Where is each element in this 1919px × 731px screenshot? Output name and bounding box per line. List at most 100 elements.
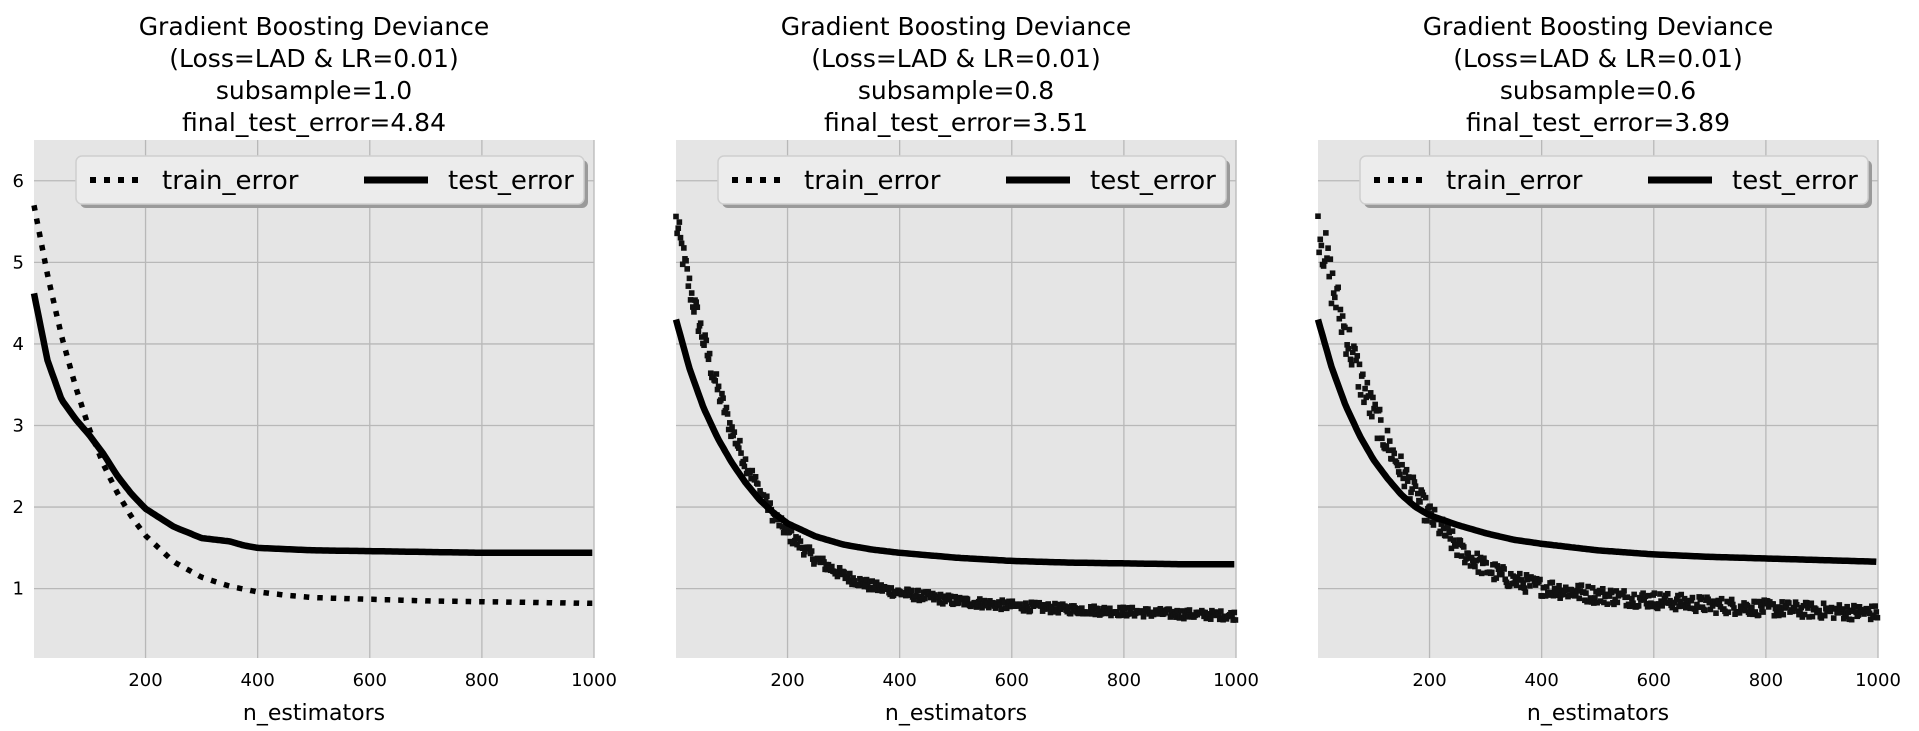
train-error-point bbox=[1715, 597, 1722, 604]
chart-title-line: final_test_error=4.84 bbox=[182, 108, 446, 137]
train-error-point bbox=[888, 585, 895, 591]
train-error-point bbox=[1590, 600, 1597, 606]
train-error-point bbox=[715, 383, 722, 390]
train-error-point bbox=[1406, 474, 1412, 480]
train-error-point bbox=[693, 299, 699, 305]
train-error-point bbox=[1693, 608, 1699, 615]
train-error-point bbox=[1643, 600, 1650, 607]
chart-title-line: final_test_error=3.51 bbox=[824, 108, 1088, 137]
train-error-point bbox=[1709, 603, 1716, 609]
train-error-point bbox=[757, 488, 763, 494]
train-error-point bbox=[1399, 461, 1405, 468]
train-error-point bbox=[1514, 574, 1521, 580]
train-error-point bbox=[1629, 595, 1635, 602]
train-error-point bbox=[850, 575, 856, 581]
train-error-point bbox=[1342, 324, 1348, 331]
train-error-point bbox=[1398, 453, 1404, 460]
train-error-point bbox=[1801, 611, 1808, 618]
train-error-point bbox=[1347, 356, 1354, 363]
train-error-point bbox=[855, 582, 862, 589]
train-error-point bbox=[1866, 610, 1873, 617]
train-error-point bbox=[1753, 599, 1760, 605]
chart-title-line: subsample=0.6 bbox=[1500, 76, 1696, 105]
train-error-point bbox=[1384, 427, 1391, 434]
train-error-point bbox=[864, 583, 871, 590]
train-error-point bbox=[1621, 588, 1627, 594]
train-error-point bbox=[1771, 612, 1778, 619]
train-error-point bbox=[1324, 255, 1330, 261]
train-error-point bbox=[1707, 606, 1714, 613]
train-error-point bbox=[1599, 585, 1606, 592]
train-error-point bbox=[720, 395, 726, 401]
y-tick-label: 5 bbox=[13, 252, 24, 273]
train-error-point bbox=[678, 240, 685, 247]
train-error-point bbox=[1589, 585, 1596, 591]
train-error-point bbox=[1374, 435, 1381, 442]
legend: train_error test_error bbox=[75, 155, 588, 208]
train-error-point bbox=[1585, 583, 1591, 590]
train-error-point bbox=[724, 411, 731, 417]
train-error-point bbox=[1360, 371, 1366, 378]
train-error-point bbox=[997, 602, 1003, 609]
train-error-point bbox=[1564, 587, 1570, 593]
train-error-point bbox=[1206, 612, 1213, 619]
train-error-point bbox=[1503, 579, 1510, 586]
train-error-point bbox=[698, 334, 705, 340]
train-error-point bbox=[1835, 610, 1842, 616]
train-error-point bbox=[683, 257, 689, 264]
train-error-point bbox=[1099, 610, 1105, 617]
train-error-point bbox=[1067, 610, 1074, 617]
train-error-point bbox=[1338, 329, 1345, 335]
train-error-point bbox=[1578, 582, 1585, 588]
train-error-point bbox=[695, 328, 702, 335]
train-error-point bbox=[1438, 521, 1445, 527]
train-error-point bbox=[702, 332, 708, 338]
train-error-point bbox=[1326, 273, 1333, 280]
train-error-point bbox=[936, 599, 943, 606]
train-error-point bbox=[713, 371, 720, 377]
train-error-point bbox=[1447, 536, 1454, 542]
train-error-point bbox=[1048, 603, 1055, 610]
train-error-point bbox=[1725, 609, 1732, 615]
train-error-point bbox=[1502, 576, 1509, 583]
train-error-point bbox=[964, 596, 971, 603]
train-error-point bbox=[1167, 614, 1174, 620]
train-error-point bbox=[1022, 600, 1029, 606]
train-error-point bbox=[1369, 413, 1375, 420]
train-error-point bbox=[1800, 602, 1807, 609]
train-error-point bbox=[722, 408, 729, 414]
train-error-point bbox=[687, 297, 694, 303]
train-error-point bbox=[1220, 616, 1226, 623]
train-error-point bbox=[1530, 575, 1537, 581]
train-error-point bbox=[1483, 560, 1489, 566]
train-error-point bbox=[1376, 406, 1383, 413]
train-error-point bbox=[1718, 595, 1725, 602]
train-error-point bbox=[1009, 598, 1016, 605]
train-error-point bbox=[841, 569, 847, 576]
x-axis-label: n_estimators bbox=[1527, 701, 1669, 726]
train-error-point bbox=[1871, 614, 1877, 621]
train-error-point bbox=[1804, 600, 1810, 606]
train-error-point bbox=[953, 595, 960, 601]
train-error-point bbox=[1542, 593, 1549, 599]
train-error-point bbox=[1689, 594, 1696, 601]
train-error-point bbox=[1583, 590, 1589, 596]
x-tick-label: 200 bbox=[1412, 670, 1446, 691]
train-error-point bbox=[1556, 582, 1562, 589]
legend: train_error test_error bbox=[1359, 155, 1872, 208]
train-error-point bbox=[1793, 601, 1800, 608]
train-error-point bbox=[890, 592, 897, 599]
train-error-point bbox=[705, 356, 712, 363]
train-error-point bbox=[1597, 598, 1604, 604]
train-error-point bbox=[795, 535, 802, 542]
train-error-point bbox=[1779, 599, 1785, 605]
train-error-point bbox=[990, 600, 997, 606]
train-error-point bbox=[1698, 594, 1705, 601]
x-axis-label: n_estimators bbox=[885, 701, 1027, 726]
train-error-point bbox=[820, 555, 826, 562]
train-error-point bbox=[1320, 263, 1327, 269]
train-error-point bbox=[1344, 342, 1350, 348]
train-error-point bbox=[1595, 590, 1602, 597]
train-error-point bbox=[731, 429, 738, 435]
